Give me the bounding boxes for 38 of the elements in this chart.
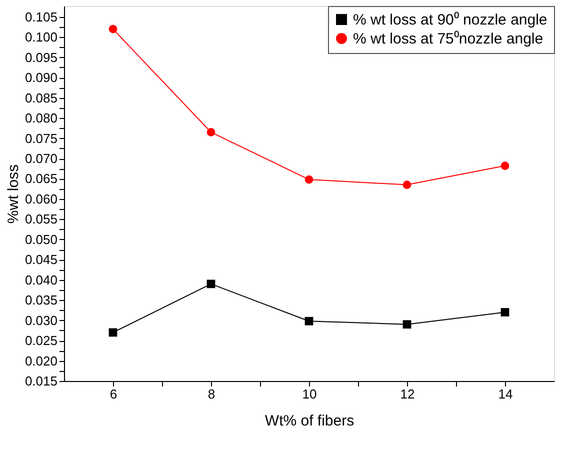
point xyxy=(206,128,216,136)
x-tick-label: 6 xyxy=(110,386,118,402)
y-tick-label: 0.060 xyxy=(24,191,58,206)
x-tick-label: 14 xyxy=(498,386,513,402)
y-tick-label: 0.100 xyxy=(24,30,58,45)
y-tick-label: 0.080 xyxy=(24,110,58,126)
point xyxy=(500,308,510,316)
y-tick-label: 0.055 xyxy=(24,212,58,227)
legend-label: % wt loss at 90⁰ nozzle angle xyxy=(353,12,548,28)
x-tick-label: 10 xyxy=(302,386,317,402)
y-tick-label: 0.035 xyxy=(24,292,58,308)
y-tick-label: 0.050 xyxy=(24,232,58,247)
y-tick-label: 0.020 xyxy=(24,353,58,368)
y-tick-label: 0.015 xyxy=(24,374,58,388)
x-axis-title: Wt% of fibers xyxy=(264,412,354,430)
point xyxy=(304,316,314,326)
point xyxy=(402,180,412,189)
y-tick-label: 0.045 xyxy=(24,252,58,268)
point xyxy=(500,162,510,170)
point xyxy=(108,328,118,337)
y-tick-label: 0.070 xyxy=(24,151,58,166)
y-tick-label: 0.090 xyxy=(24,70,58,86)
y-tick-label: 0.095 xyxy=(24,50,58,65)
y-tick-label: 0.075 xyxy=(24,130,58,146)
y-tick-label: 0.065 xyxy=(24,171,58,186)
point xyxy=(108,24,118,34)
y-tick-label: 0.025 xyxy=(24,333,58,348)
y-tick-label: 0.040 xyxy=(24,272,58,288)
y-tick-label: 0.105 xyxy=(24,9,58,24)
x-tick-label: 12 xyxy=(400,386,415,402)
y-axis-title: %wt loss xyxy=(4,164,22,224)
y-tick-label: 0.030 xyxy=(24,312,58,328)
y-tick-label: 0.085 xyxy=(24,90,58,106)
point xyxy=(304,175,314,184)
x-tick-label: 8 xyxy=(208,386,216,402)
legend-label: % wt loss at 75⁰nozzle angle xyxy=(353,30,544,48)
point xyxy=(402,320,412,329)
point xyxy=(206,280,216,288)
